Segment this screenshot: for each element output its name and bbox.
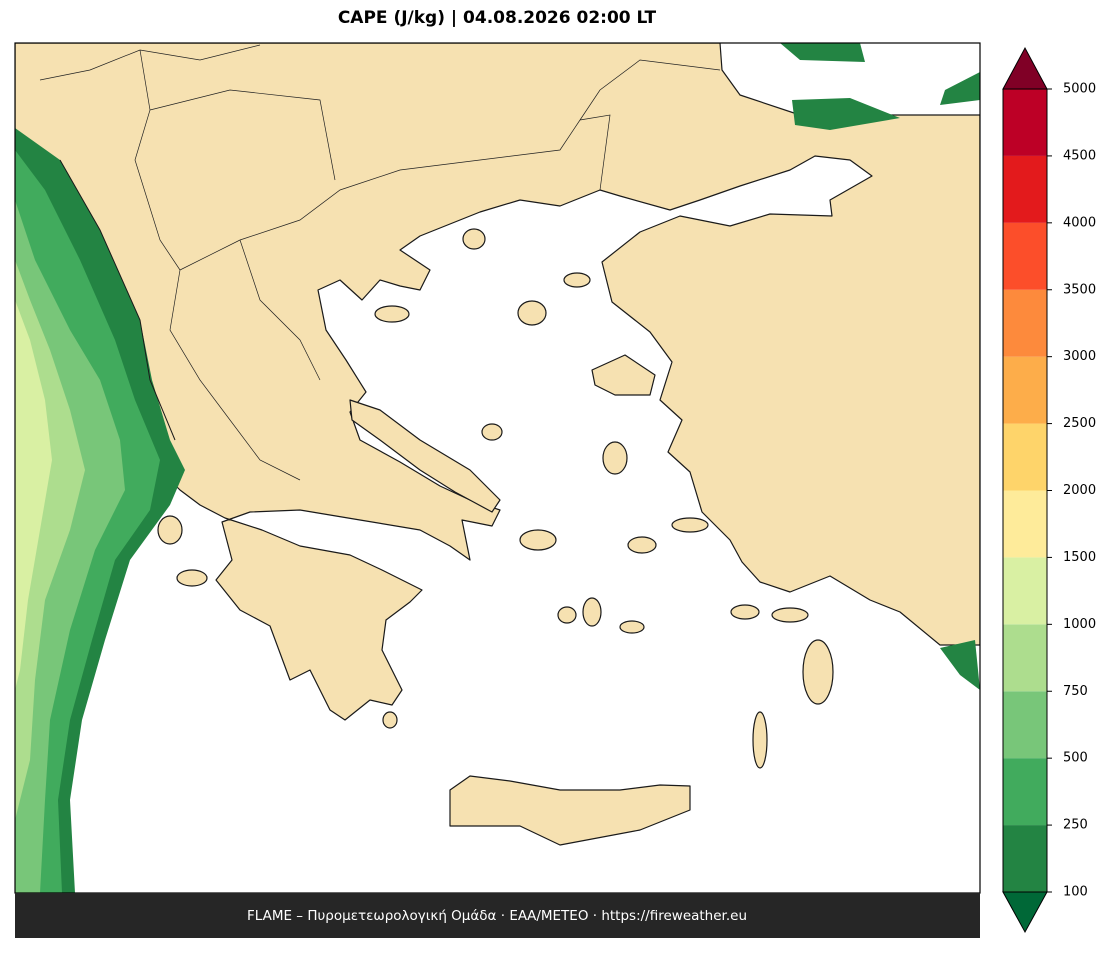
map-title: CAPE (J/kg) | 04.08.2026 02:00 LT [338,8,657,28]
island [627,536,657,554]
colorbar-extend-under [1002,891,1048,934]
map [14,42,981,894]
island [802,639,834,705]
colorbar-tick-label: 3000 [1063,349,1096,364]
colorbar-tick-label: 4000 [1063,215,1096,230]
colorbar-tick-label: 500 [1063,751,1088,766]
island [481,423,503,441]
colorbar-bin [1003,490,1047,558]
colorbar-tick-label: 750 [1063,684,1088,699]
colorbar-tick-label: 4500 [1063,148,1096,163]
colorbar-bin [1003,691,1047,759]
colorbar-tick-label: 250 [1063,818,1088,833]
island [582,597,602,627]
island [519,529,557,551]
island [619,620,645,634]
colorbar: 100 250 500 750 1000 1500 2000 2500 3000 3500 4000… [1002,46,1096,934]
island [462,228,486,250]
colorbar-bin [1003,825,1047,892]
island [157,515,183,545]
colorbar-extend-over [1002,46,1048,90]
island [382,711,398,729]
island [517,300,547,326]
colorbar-bin [1003,155,1047,223]
island [671,517,709,533]
island [563,272,591,288]
colorbar-bin [1003,423,1047,491]
colorbar-tick-label: 1000 [1063,617,1096,632]
island [349,399,501,513]
island [176,569,208,587]
colorbar-tick-label: 1500 [1063,550,1096,565]
coastline [59,159,176,441]
island [374,305,410,323]
island [771,607,809,623]
island [449,775,691,846]
land [15,43,980,721]
colorbar-bin [1003,222,1047,290]
island [591,354,656,396]
cape-field [15,300,52,690]
footer: FLAME – Πυρομετεωρολογική Ομάδα · ΕΑΑ/ME… [247,908,747,924]
island [557,606,577,624]
colorbar-bin [1003,758,1047,826]
footer-band [15,893,980,938]
island [602,441,628,475]
colorbar-tick-label: 2500 [1063,416,1096,431]
island [730,604,760,620]
colorbar-bin [1003,89,1047,156]
colorbar-bin [1003,624,1047,692]
colorbar-tick-label: 2000 [1063,483,1096,498]
colorbar-bin [1003,356,1047,424]
border [39,44,721,481]
colorbar-bin [1003,289,1047,357]
colorbar-tick-label: 100 [1063,885,1088,900]
colorbar-tick-label: 5000 [1063,82,1096,97]
cape-field [780,43,980,690]
island [752,711,768,769]
colorbar-tick-label: 3500 [1063,282,1096,297]
colorbar-bin [1003,557,1047,625]
